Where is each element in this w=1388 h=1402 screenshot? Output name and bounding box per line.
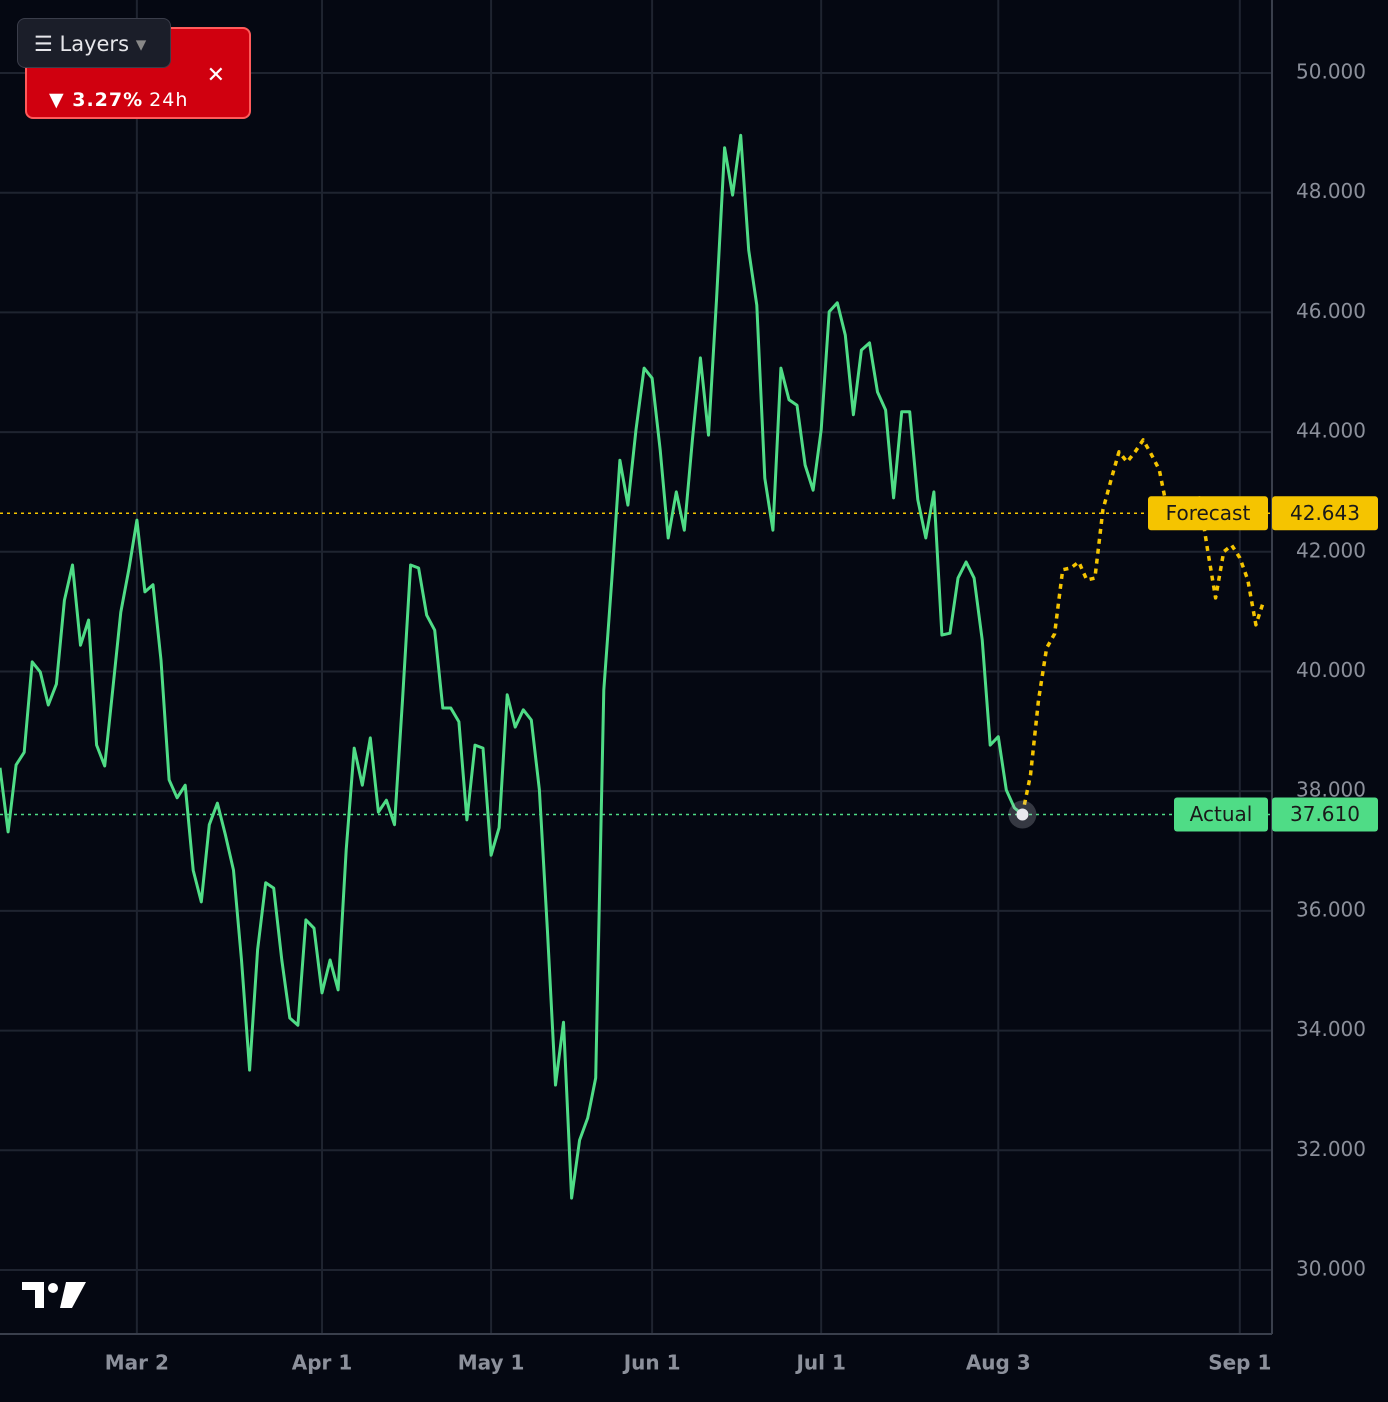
- layers-button[interactable]: ☰ Layers ▾: [17, 18, 171, 68]
- y-tick-label: 34.000: [1296, 1017, 1366, 1041]
- series-line: [0, 133, 1024, 1200]
- x-tick-label: May 1: [458, 1351, 525, 1375]
- x-tick-label: Apr 1: [292, 1351, 353, 1375]
- y-tick-label: 50.000: [1296, 60, 1366, 84]
- change-percent: 3.27%: [72, 89, 144, 111]
- x-tick-label: Aug 3: [966, 1351, 1031, 1375]
- price-line-value-box: [1272, 496, 1378, 531]
- y-tick-label: 44.000: [1296, 419, 1366, 443]
- tradingview-logo: [22, 1282, 86, 1308]
- price-line-name: Actual: [1190, 802, 1253, 826]
- y-tick-label: 32.000: [1296, 1137, 1366, 1161]
- x-tick-label: Mar 2: [105, 1351, 169, 1375]
- y-tick-label: 40.000: [1296, 658, 1366, 682]
- grid: [0, 0, 1272, 1334]
- price-line-value: 42.643: [1290, 501, 1360, 525]
- last-point: [1016, 808, 1029, 821]
- series-line: [1020, 438, 1266, 815]
- price-line-value-box: [1272, 797, 1378, 832]
- price-change: ▼ 3.27% 24h: [49, 89, 188, 111]
- down-arrow: ▼: [49, 89, 73, 111]
- price-line-name: Forecast: [1166, 501, 1251, 525]
- y-tick-label: 46.000: [1296, 299, 1366, 323]
- dropdown-caret: ▾: [135, 32, 147, 56]
- y-tick-label: 42.000: [1296, 538, 1366, 562]
- layers-label: Layers: [59, 32, 130, 56]
- plot: [0, 133, 1272, 1200]
- price-line-name-box: [1174, 797, 1268, 832]
- y-tick-label: 36.000: [1296, 897, 1366, 921]
- period: 24h: [149, 89, 189, 111]
- close-button[interactable]: ✕: [206, 63, 225, 88]
- y-tick-label: 30.000: [1296, 1256, 1366, 1280]
- x-tick-label: Jul 1: [794, 1351, 845, 1375]
- x-tick-label: Sep 1: [1208, 1351, 1271, 1375]
- y-tick-label: 48.000: [1296, 179, 1366, 203]
- price-line-value: 37.610: [1290, 802, 1360, 826]
- x-tick-label: Jun 1: [622, 1351, 681, 1375]
- price-line-name-box: [1148, 496, 1268, 531]
